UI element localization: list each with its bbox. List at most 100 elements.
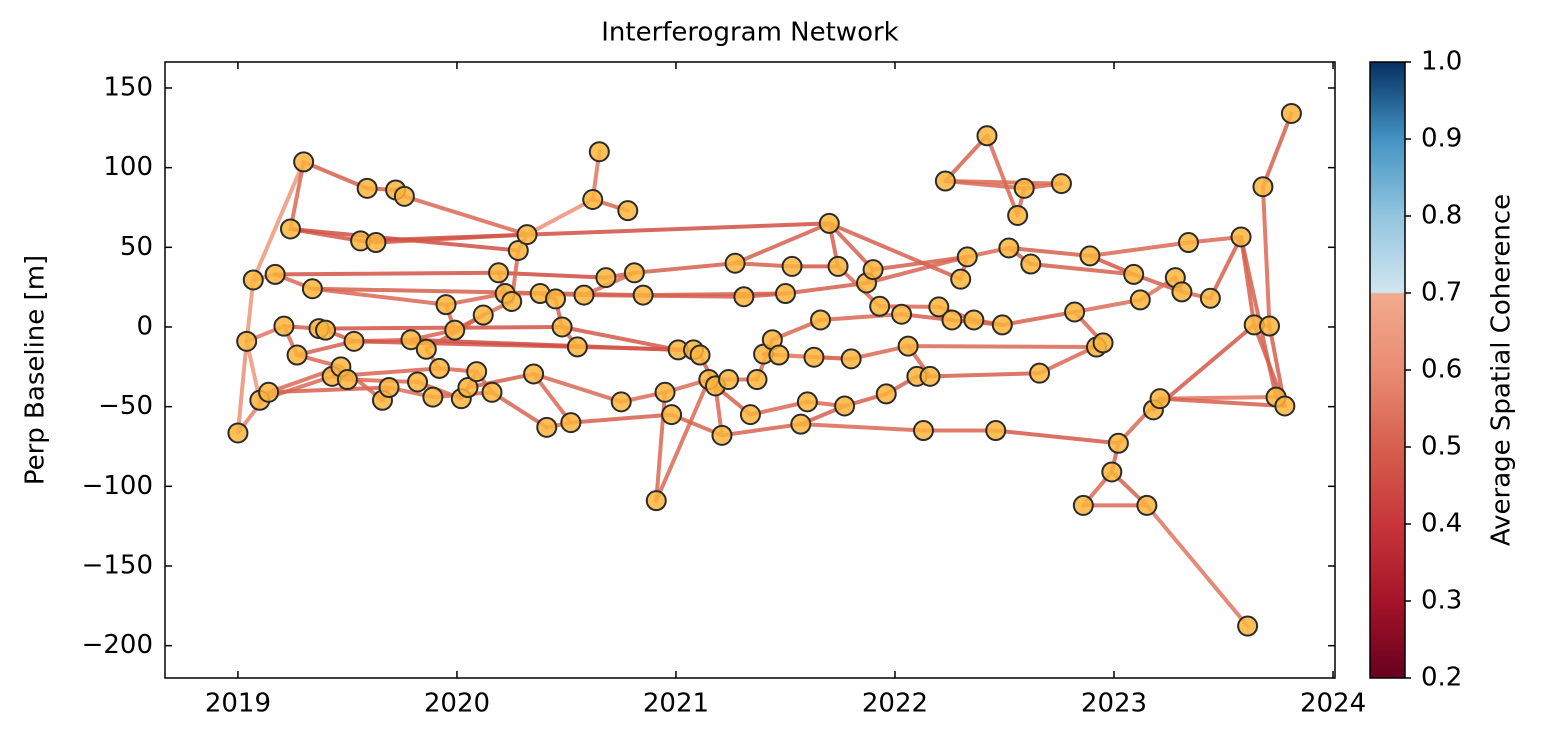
acquisition-point	[869, 295, 891, 317]
network-edge	[489, 390, 549, 430]
y-tick-label: −150	[82, 550, 153, 580]
network-edge	[1087, 240, 1191, 258]
colorbar-tick-label: 0.4	[1421, 509, 1462, 539]
acquisition-point	[560, 412, 582, 434]
acquisition-point	[1107, 432, 1129, 454]
colorbar-tick-label: 0.8	[1421, 201, 1462, 231]
acquisition-point	[941, 309, 963, 331]
x-tick-label: 2020	[424, 689, 490, 719]
y-axis-label: Perp Baseline [m]	[21, 255, 51, 485]
network-edge	[235, 339, 249, 435]
acquisition-point	[488, 262, 510, 284]
acquisition-point	[1007, 204, 1029, 226]
network-edge	[1260, 111, 1294, 189]
acquisition-point	[466, 361, 488, 383]
acquisition-point	[985, 420, 1007, 442]
acquisition-point	[536, 416, 558, 438]
acquisition-point	[632, 284, 654, 306]
acquisition-point	[661, 404, 683, 426]
network-edge	[993, 428, 1121, 446]
acquisition-point	[227, 422, 249, 444]
acquisition-point	[582, 189, 604, 211]
acquisition-point	[501, 290, 523, 312]
colorbar-tick-label: 0.9	[1421, 124, 1462, 154]
network-edge	[465, 371, 536, 390]
acquisition-point	[1274, 395, 1296, 417]
colorbar	[1369, 61, 1406, 679]
acquisition-point	[768, 344, 790, 366]
acquisition-point	[393, 185, 415, 207]
acquisition-point	[595, 267, 617, 289]
acquisition-point	[516, 224, 538, 246]
acquisition-point	[407, 371, 429, 393]
colorbar-tick-label: 0.2	[1421, 663, 1462, 693]
acquisition-point	[1020, 253, 1042, 275]
acquisition-point	[286, 344, 308, 366]
network-edge	[1072, 297, 1143, 315]
network-edge	[1151, 322, 1257, 412]
acquisition-point	[617, 200, 639, 222]
acquisition-point	[273, 315, 295, 337]
acquisition-point	[1092, 332, 1114, 354]
network-edge	[251, 159, 306, 282]
acquisition-point	[1064, 301, 1086, 323]
network-edge	[984, 133, 1020, 218]
acquisition-point	[1252, 176, 1274, 198]
acquisition-point	[573, 284, 595, 306]
acquisition-point	[733, 286, 755, 308]
y-tick-label: 100	[103, 152, 153, 182]
x-tick-label: 2021	[643, 689, 709, 719]
network-edge	[402, 194, 530, 237]
network-edge	[654, 377, 711, 503]
network-edge	[798, 422, 926, 433]
y-tick-label: 150	[103, 72, 153, 102]
acquisition-point	[1129, 289, 1151, 311]
network-edge	[1006, 245, 1092, 258]
acquisition-point	[315, 319, 337, 341]
acquisition-point	[919, 365, 941, 387]
network-edge	[733, 221, 832, 266]
acquisition-point	[1029, 362, 1051, 384]
acquisition-point	[689, 344, 711, 366]
acquisition-point	[774, 283, 796, 305]
acquisition-point	[654, 381, 676, 403]
acquisition-point	[928, 296, 950, 318]
acquisition-point	[934, 170, 956, 192]
acquisition-point	[827, 255, 849, 277]
colorbar-tick-label: 0.3	[1421, 586, 1462, 616]
plot-frame	[164, 61, 1336, 679]
acquisition-point	[1050, 173, 1072, 195]
network-edge	[827, 221, 963, 282]
acquisition-point	[1177, 232, 1199, 254]
y-tick-label: 50	[120, 232, 153, 262]
network-edge	[827, 221, 876, 272]
network-edge	[373, 232, 530, 245]
acquisition-point	[566, 336, 588, 358]
network-edge	[864, 254, 970, 286]
acquisition-point	[336, 369, 358, 391]
y-tick-label: −200	[82, 630, 153, 660]
acquisition-point	[897, 335, 919, 357]
acquisition-point	[481, 381, 503, 403]
acquisition-point	[1237, 615, 1259, 637]
acquisition-point	[1136, 494, 1158, 516]
acquisition-point	[293, 151, 315, 173]
acquisition-point	[400, 329, 422, 351]
network-edge	[568, 412, 674, 425]
acquisition-point	[840, 348, 862, 370]
colorbar-tick-label: 0.7	[1421, 278, 1462, 308]
network-edge	[1260, 184, 1272, 329]
acquisition-point	[356, 177, 378, 199]
colorbar-tick-label: 0.6	[1421, 355, 1462, 385]
acquisition-point	[610, 391, 632, 413]
acquisition-point	[258, 381, 280, 403]
acquisition-point	[623, 262, 645, 284]
x-tick-label: 2024	[1300, 689, 1366, 719]
colorbar-tick-label: 0.5	[1421, 432, 1462, 462]
acquisition-point	[444, 319, 466, 341]
acquisition-point	[1101, 461, 1123, 483]
acquisition-point	[645, 490, 667, 512]
x-tick-label: 2022	[862, 689, 928, 719]
acquisition-point	[746, 369, 768, 391]
acquisition-point	[724, 252, 746, 274]
